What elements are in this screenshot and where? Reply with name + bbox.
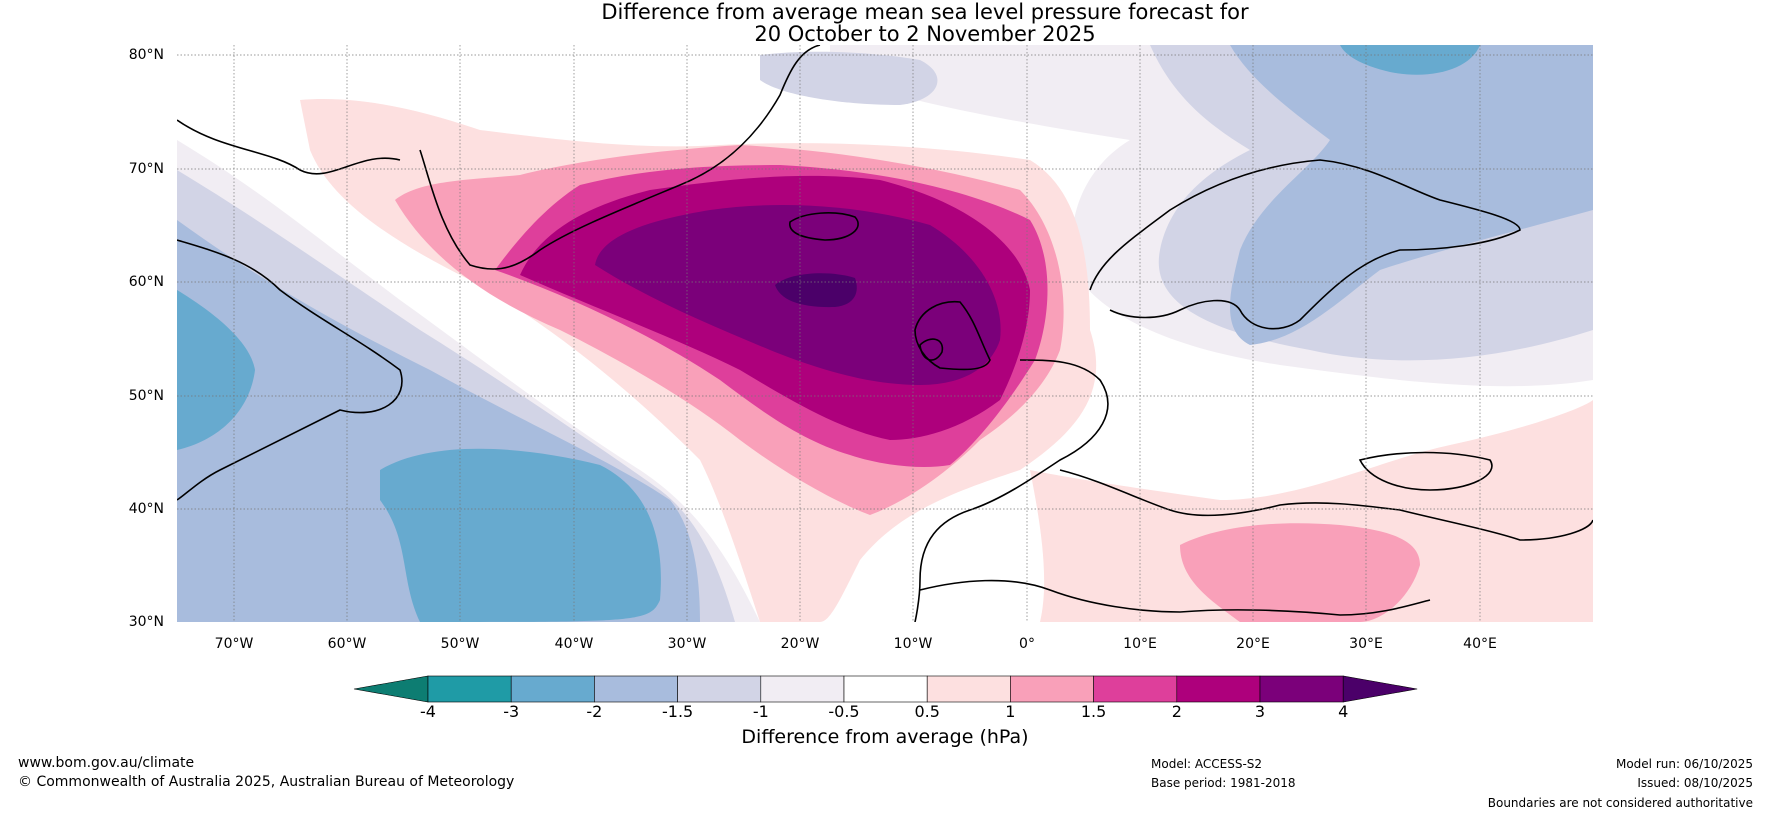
footer-disclaimer: Boundaries are not considered authoritat… [1487,796,1753,810]
lon-label-10w: 10°W [893,636,933,652]
colorbar-segment-9 [1176,675,1261,703]
footer-model: Model: ACCESS-S2 [1151,757,1263,771]
colorbar-segment-8 [1093,675,1178,703]
footer-base-period: Base period: 1981-2018 [1151,776,1296,790]
colorbar-tick-label: -3 [503,702,520,721]
contour-pos-0.5-south [1030,400,1593,622]
contour-neg-1.5-east [1230,45,1593,345]
colorbar-tick-label: -0.5 [828,702,860,721]
lon-label-70w: 70°W [214,636,254,652]
anomaly-field [177,45,1593,622]
contour-neg-2-west [177,290,255,450]
coastlines [177,45,1593,622]
colorbar-segment-2 [594,675,678,703]
colorbar-segment-6 [926,675,1011,703]
contour-pos-1-south [1180,523,1420,622]
footer-copyright: © Commonwealth of Australia 2025, Austra… [18,774,515,790]
colorbar-segment-7 [1010,675,1094,703]
contour-neg-2-atlantic [380,448,661,622]
colorbar-tick-label: -2 [586,702,603,721]
colorbar-tick-label: 2 [1171,702,1182,721]
lat-label-50n: 50°N [128,388,164,404]
colorbar-segment-3 [677,675,762,703]
contour-neg-1-north [760,51,938,105]
footer-website[interactable]: www.bom.gov.au/climate [18,755,195,771]
coast-ireland [919,338,944,361]
lat-label-70n: 70°N [128,161,164,177]
title-line-1: Difference from average mean sea level p… [601,0,1249,24]
colorbar-tick-label: -1 [752,702,769,721]
contour-neg-2-east [1340,45,1480,75]
lon-label-60w: 60°W [327,636,367,652]
coast-north-america [177,239,403,501]
coast-mediterranean [1059,469,1593,541]
gridlines [177,45,1593,622]
coast-greenland [419,45,821,270]
lon-label-30w: 30°W [667,636,707,652]
colorbar-segment-1 [510,675,595,703]
lat-label-30n: 30°N [128,614,164,630]
colorbar-segment-4 [760,675,845,703]
coast-scandinavia [1089,159,1521,330]
coast-greenland-west [177,119,401,175]
colorbar-tick-label: 1 [1005,702,1016,721]
footer-issued: Issued: 08/10/2025 [1637,776,1753,790]
colorbar-label: Difference from average (hPa) [741,726,1029,748]
lon-label-20e: 20°E [1236,636,1270,652]
colorbar-segments [353,675,1418,703]
lon-label-20w: 20°W [780,636,820,652]
colorbar-extend-high [1342,675,1418,703]
colorbar-tick-label: -4 [420,702,436,721]
coast-north-africa [919,579,1431,616]
colorbar-tick-label: 3 [1254,702,1266,721]
lat-label-60n: 60°N [128,274,164,290]
footer-model-run: Model run: 06/10/2025 [1615,757,1753,771]
lon-label-0: 0° [1019,636,1035,652]
lon-label-30e: 30°E [1349,636,1383,652]
colorbar-segment-10 [1259,675,1344,703]
lon-label-10e: 10°E [1123,636,1157,652]
coast-europe [914,359,1109,622]
lon-label-40e: 40°E [1463,636,1497,652]
colorbar-extend-low [353,675,429,703]
colorbar-segment-5 [843,675,928,703]
lat-label-40n: 40°N [128,501,164,517]
colorbar-tick-label: -1.5 [661,702,694,721]
lon-label-50w: 50°W [440,636,480,652]
lon-label-40w: 40°W [554,636,594,652]
lat-label-80n: 80°N [128,47,164,63]
colorbar-segment-0 [427,675,512,703]
colorbar-tick-label: 4 [1338,702,1349,721]
title-line-2: 20 October to 2 November 2025 [754,22,1096,46]
colorbar-tick-label: 1.5 [1080,702,1107,721]
colorbar-tick-label: 0.5 [914,702,940,721]
coast-iceland [789,212,859,241]
coast-black-sea [1358,451,1493,491]
